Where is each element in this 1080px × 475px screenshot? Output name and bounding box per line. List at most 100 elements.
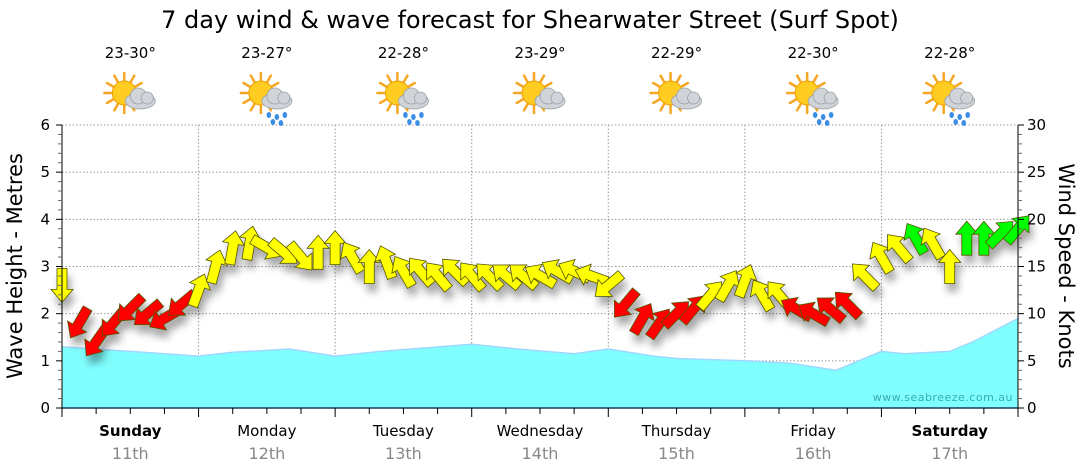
raindrops-icon	[812, 112, 834, 126]
rain-icon	[922, 71, 976, 126]
sun-rays	[649, 71, 692, 115]
wind-arrow	[816, 297, 848, 325]
temperature-range: 23-27°	[241, 44, 292, 62]
date-label: 11th	[112, 444, 149, 463]
wind-arrow	[797, 301, 831, 328]
wind-arrow	[374, 245, 398, 280]
wind-arrow	[903, 222, 929, 256]
y-left-tick-label: 1	[40, 352, 50, 370]
day-wednesday: 23-29° Wednesday 14th	[497, 44, 584, 463]
y-right-tick-label: 15	[1027, 258, 1046, 276]
day-label: Sunday	[99, 422, 162, 440]
day-label: Wednesday	[497, 422, 584, 440]
y-left-tick-label: 5	[40, 163, 50, 181]
temperature-range: 22-30°	[788, 44, 839, 62]
wind-arrow	[629, 303, 655, 337]
day-tuesday: 22-28° Tuesday 13th	[372, 44, 434, 463]
date-label: 12th	[248, 444, 285, 463]
wind-arrow	[1002, 215, 1030, 246]
rain-icon	[376, 71, 429, 126]
date-label: 13th	[385, 444, 422, 463]
raindrops-icon	[403, 112, 424, 126]
cloud-icon	[124, 87, 156, 110]
y-left-tick-label: 3	[40, 258, 50, 276]
day-label: Monday	[237, 422, 296, 440]
cloud-icon	[944, 87, 976, 110]
partly-cloudy-icon	[649, 71, 702, 115]
cloud-icon	[398, 87, 429, 110]
axes: 0 1 2 3 4 5 6 0 5 10 15 20 25 30	[40, 116, 1046, 417]
y-right-tick-label: 30	[1027, 116, 1046, 134]
cloud-icon	[534, 87, 566, 110]
day-friday: 22-30° Friday 16th	[785, 44, 839, 463]
y-left-tick-label: 6	[40, 116, 50, 134]
cloud-icon	[261, 87, 293, 110]
wind-arrow	[285, 240, 313, 271]
wind-arrow	[187, 273, 211, 309]
wind-arrow	[426, 262, 453, 293]
wave-line	[61, 317, 1019, 372]
cloud-icon	[671, 87, 702, 110]
y-left-tick-label: 0	[40, 399, 50, 417]
date-label: 15th	[658, 444, 695, 463]
wind-arrow	[834, 291, 864, 321]
wind-arrow	[205, 249, 228, 285]
wind-arrow	[613, 287, 641, 318]
day-sunday: 23-30° Sunday 11th	[99, 44, 162, 463]
wind-arrow	[67, 305, 93, 339]
y-right-tick-label: 25	[1027, 163, 1046, 181]
wind-arrow	[340, 241, 366, 275]
wind-arrow	[887, 234, 914, 265]
day-label: Tuesday	[372, 422, 434, 440]
y-right-tick-label: 20	[1027, 210, 1046, 228]
day-thursday: 22-29° Thursday 15th	[641, 44, 712, 463]
rain-icon	[239, 71, 293, 126]
y-left-tick-label: 2	[40, 305, 50, 323]
temperature-range: 23-30°	[105, 44, 156, 62]
wind-arrow	[492, 264, 523, 292]
wave-area	[62, 318, 1018, 408]
temperature-range: 22-28°	[924, 44, 975, 62]
day-label: Thursday	[641, 422, 712, 440]
watermark: www.seabreeze.com.au	[873, 391, 1013, 404]
wind-series	[50, 215, 1030, 357]
wind-arrow	[357, 248, 382, 284]
y-right-tick-label: 5	[1027, 352, 1037, 370]
wind-arrow	[117, 292, 147, 322]
wind-arrow	[524, 263, 558, 290]
temperature-range: 22-28°	[378, 44, 429, 62]
day-saturday: 22-28° Saturday 17th	[912, 44, 989, 463]
wind-arrow	[954, 220, 979, 256]
sun-rays	[103, 71, 146, 115]
wind-arrow	[920, 227, 946, 261]
rain-icon	[785, 71, 839, 126]
wind-arrow	[733, 264, 758, 299]
day-monday: 23-27° Monday 12th	[237, 44, 296, 463]
wind-arrow	[594, 270, 626, 297]
y-axis-left-title: Wave Height - Metres	[3, 153, 27, 379]
partly-cloudy-icon	[512, 71, 566, 115]
wave-series	[61, 317, 1019, 408]
day-label: Friday	[790, 422, 836, 440]
wind-arrow	[937, 248, 962, 284]
y-axis-right-title: Wind Speed - Knots	[1054, 163, 1078, 368]
partly-cloudy-icon	[103, 71, 156, 115]
raindrops-icon	[266, 112, 288, 126]
wind-arrow	[442, 258, 471, 288]
temperature-range: 22-29°	[651, 44, 702, 62]
day-headers: 23-30° Sunday 11th 23-27° Monday 12th 22-28° Tu…	[99, 44, 988, 463]
wind-arrow	[221, 230, 246, 266]
date-label: 16th	[795, 444, 832, 463]
day-label: Saturday	[912, 422, 989, 440]
wind-arrow	[509, 264, 540, 292]
wind-arrow	[851, 263, 881, 293]
temperature-range: 23-29°	[514, 44, 565, 62]
date-label: 14th	[522, 444, 559, 463]
y-right-tick-label: 10	[1027, 305, 1046, 323]
raindrops-icon	[949, 112, 971, 126]
y-right-tick-label: 0	[1027, 399, 1037, 417]
wind-arrow	[409, 257, 436, 289]
date-label: 17th	[931, 444, 968, 463]
chart-title: 7 day wind & wave forecast for Shearwate…	[161, 6, 899, 34]
